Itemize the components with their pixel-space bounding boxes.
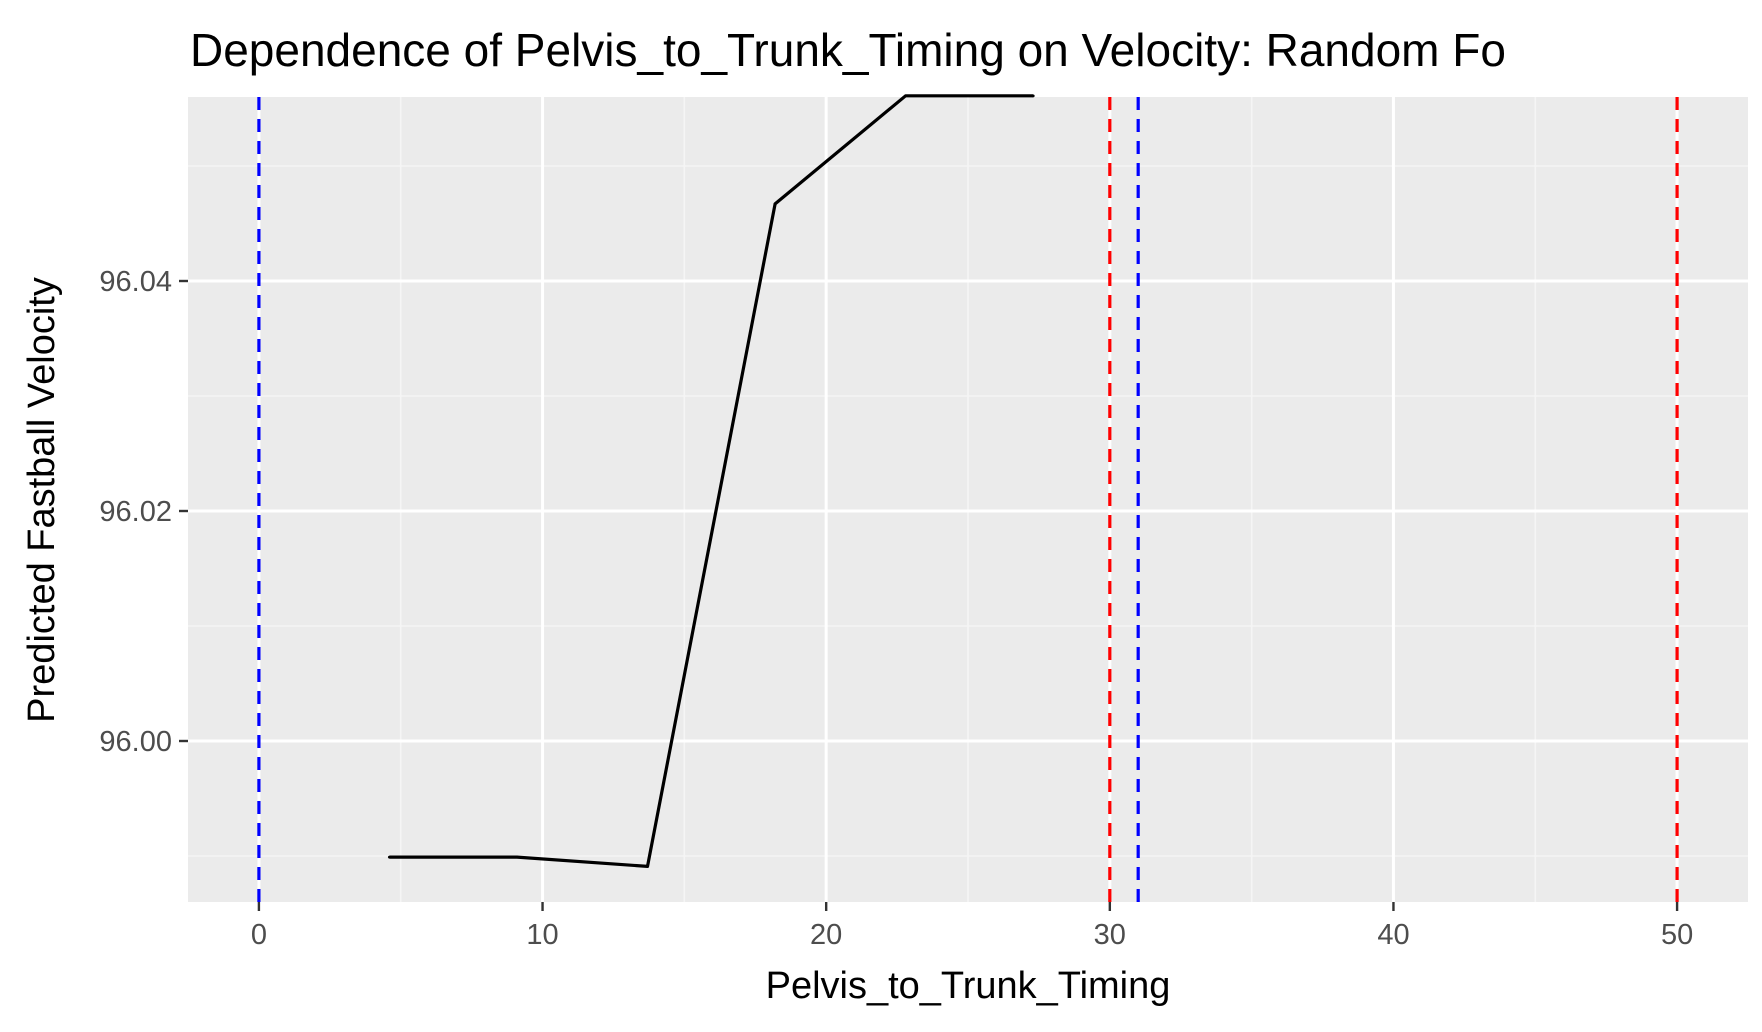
- y-tick-label: 96.04: [99, 266, 172, 298]
- chart-title: Dependence of Pelvis_to_Trunk_Timing on …: [190, 24, 1506, 76]
- x-tick-label: 30: [1094, 919, 1126, 951]
- reference-lines: [257, 97, 1679, 902]
- series-point: [1031, 94, 1035, 98]
- x-tick-label: 40: [1377, 919, 1409, 951]
- y-axis-title: Predicted Fastball Velocity: [21, 277, 63, 723]
- series-point: [515, 855, 519, 859]
- x-tick-label: 10: [526, 919, 558, 951]
- series-point: [387, 855, 391, 859]
- series-line: [389, 94, 1034, 868]
- series-point: [904, 94, 907, 98]
- y-tick-label: 96.02: [99, 496, 172, 528]
- x-tick-label: 20: [810, 919, 842, 951]
- y-tick-label: 96.00: [99, 726, 172, 758]
- series-point: [646, 864, 649, 868]
- x-axis-title: Pelvis_to_Trunk_Timing: [766, 965, 1171, 1007]
- axes: 0 10 20 30 40 50 96.00 96.02 96.04: [99, 266, 1693, 951]
- x-tick-label: 0: [251, 919, 267, 951]
- series-point: [773, 202, 777, 206]
- x-tick-label: 50: [1661, 919, 1693, 951]
- grid-minor: [188, 97, 1748, 902]
- series-layer: [387, 94, 1035, 868]
